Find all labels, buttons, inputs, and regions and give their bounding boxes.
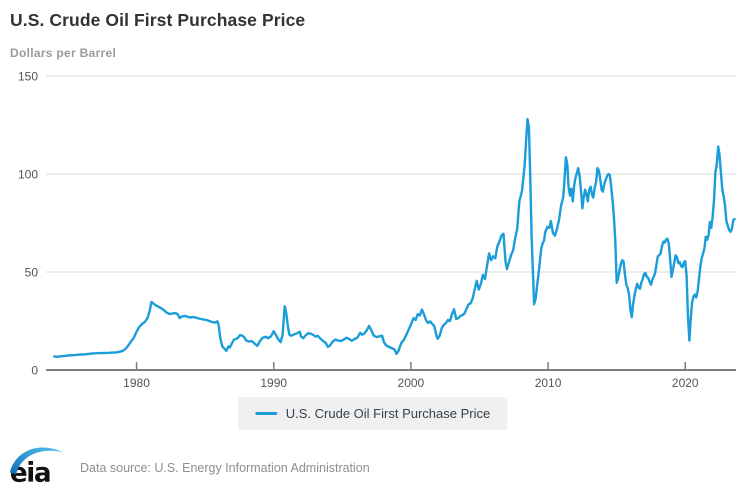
x-tick-label: 2000 [398, 376, 425, 390]
footer: eia Data source: U.S. Energy Information… [8, 445, 370, 487]
x-tick-label: 1990 [260, 376, 287, 390]
x-tick-label: 2010 [535, 376, 562, 390]
price-line [53, 117, 736, 358]
legend-line-swatch [254, 412, 277, 415]
chart-title: U.S. Crude Oil First Purchase Price [10, 10, 306, 30]
chart-subtitle: Dollars per Barrel [10, 46, 117, 60]
eia-logo-swoosh [9, 447, 64, 475]
eia-logo: eia [9, 447, 64, 487]
legend-item-crude-oil[interactable]: U.S. Crude Oil First Purchase Price [237, 397, 508, 430]
x-tick-label: 1980 [123, 376, 150, 390]
legend-label: U.S. Crude Oil First Purchase Price [285, 406, 491, 421]
price-line-chart: 0 50 100 150 1980 1990 2000 2010 2020 [18, 70, 736, 390]
y-tick-label: 0 [31, 364, 38, 378]
y-tick-label: 150 [18, 70, 38, 84]
y-tick-label: 100 [18, 168, 38, 182]
x-tick-label: 2020 [672, 376, 699, 390]
data-source-text: Data source: U.S. Energy Information Adm… [80, 461, 370, 475]
y-tick-label: 50 [25, 266, 39, 280]
legend: U.S. Crude Oil First Purchase Price [237, 397, 508, 430]
